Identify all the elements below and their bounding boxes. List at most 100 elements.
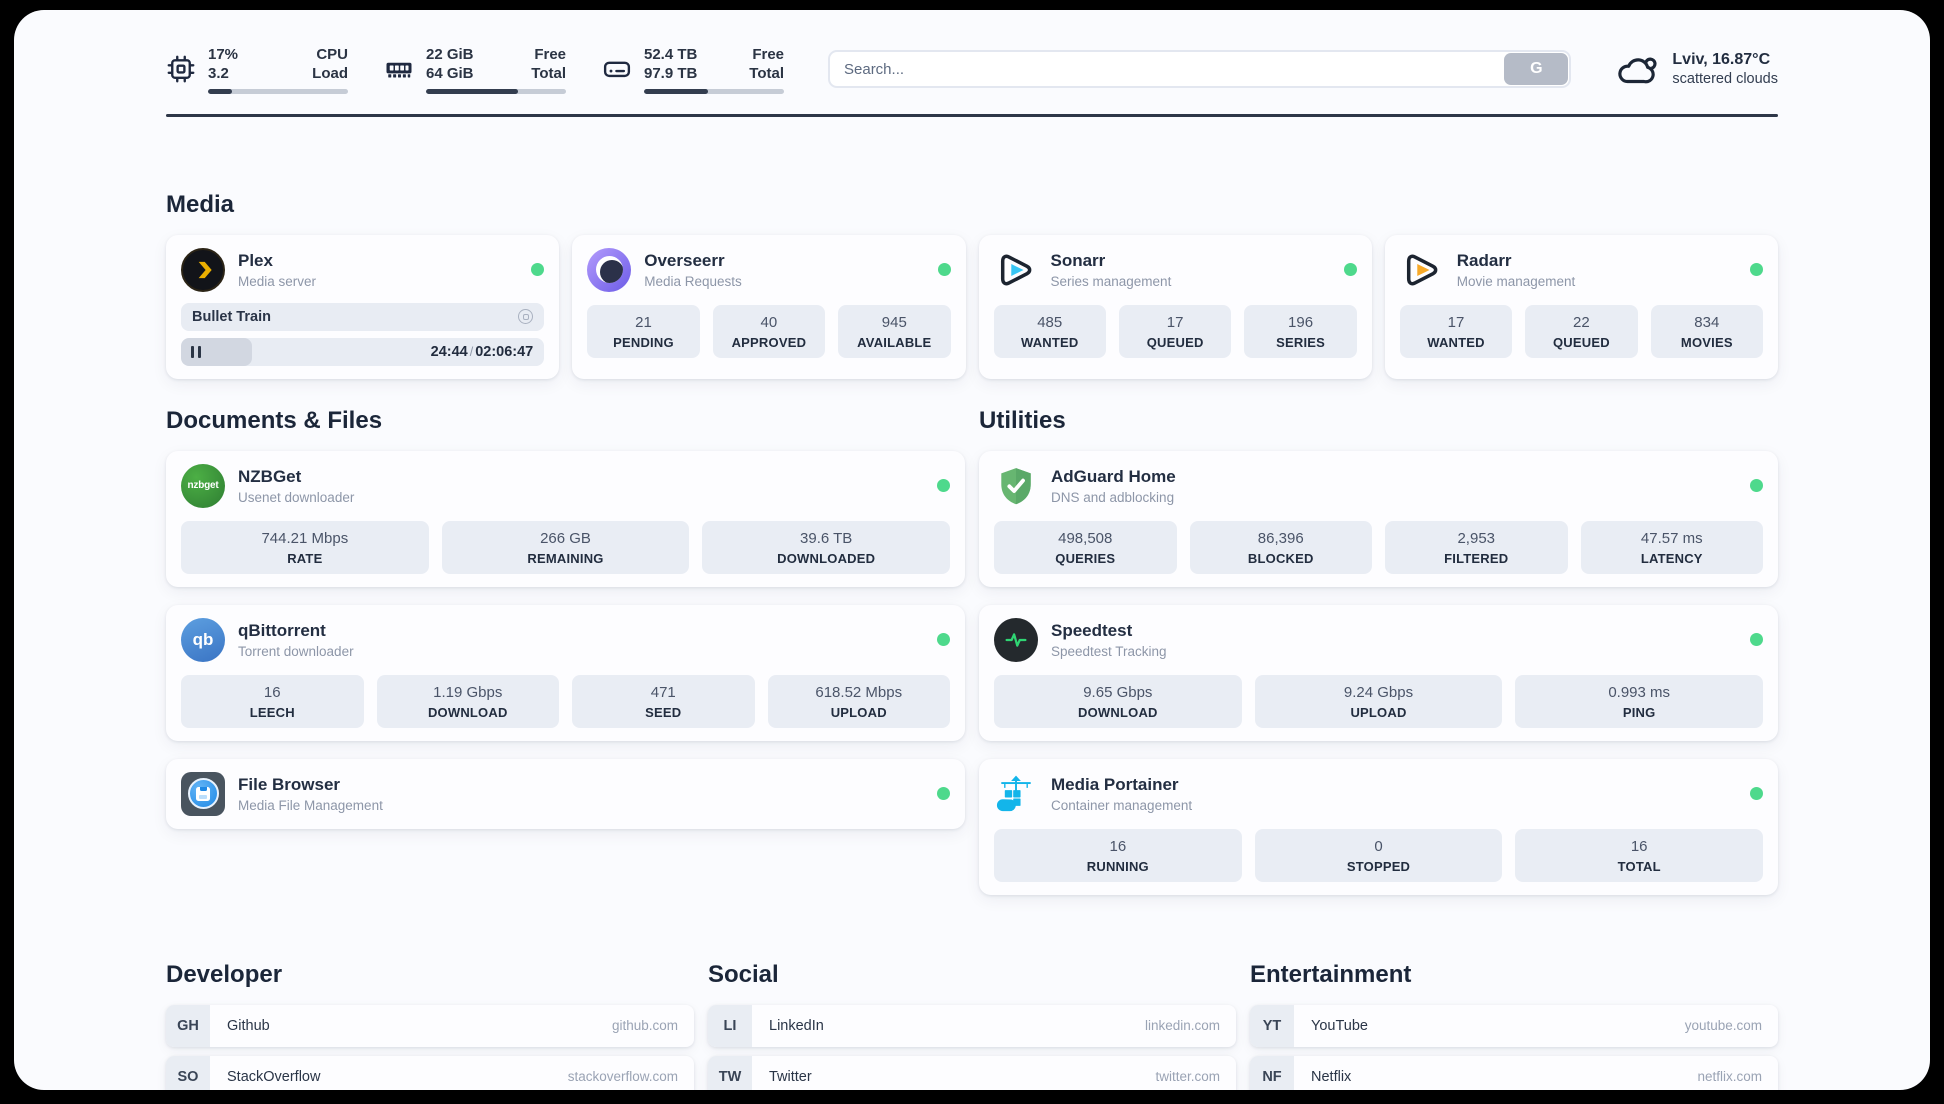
bookmark-url: github.com (611, 1018, 678, 1033)
session-type-icon (518, 309, 534, 324)
status-dot (937, 479, 950, 492)
media-section-heading: Media (166, 190, 235, 218)
weather-widget[interactable]: Lviv, 16.87°C scattered clouds (1615, 49, 1778, 89)
bookmark-abbr: YT (1250, 1004, 1294, 1047)
app-card-adguard[interactable]: AdGuard Home DNS and adblocking 498,508 Q… (979, 450, 1778, 587)
status-dot (937, 787, 950, 800)
stat-running: 16 RUNNING (994, 828, 1242, 882)
stat-total: 16 TOTAL (1515, 828, 1764, 882)
disk-free-label: Free (752, 45, 784, 63)
developer-section-heading: Developer (166, 960, 283, 988)
stat-queries: 498,508 QUERIES (994, 520, 1177, 574)
bookmark-url: linkedin.com (1144, 1018, 1220, 1033)
app-title: Overseerr (644, 250, 725, 270)
stat-latency: 47.57 ms LATENCY (1580, 520, 1763, 574)
app-subtitle: Media File Management (238, 797, 383, 813)
bookmark-abbr: SO (166, 1055, 210, 1090)
now-playing-title: Bullet Train (192, 308, 271, 325)
stat-seed: 471 SEED (572, 674, 755, 728)
app-card-overseerr[interactable]: Overseerr Media Requests 21 PENDING 40 APP… (572, 234, 966, 379)
status-dot (1750, 787, 1763, 800)
stat-wanted: 17 WANTED (1399, 304, 1513, 358)
app-subtitle: DNS and adblocking (1051, 489, 1175, 505)
stat-queued: 22 QUEUED (1525, 304, 1638, 358)
ram-free: 22 GiB (426, 45, 474, 63)
pause-icon (191, 345, 201, 358)
cpu-stat-widget: 17% 3.2 CPU Load (166, 45, 348, 94)
app-title: File Browser (238, 774, 341, 794)
bookmark-github[interactable]: GH Github github.com (166, 1004, 694, 1047)
documents-section-heading: Documents & Files (166, 406, 383, 434)
stat-upload: 9.24 Gbps UPLOAD (1254, 674, 1503, 728)
weather-location-temp: Lviv, 16.87°C (1672, 51, 1771, 68)
bookmark-name: Twitter (769, 1068, 812, 1085)
dashboard-window: 17% 3.2 CPU Load (14, 10, 1930, 1090)
app-subtitle: Media server (238, 273, 317, 289)
bookmark-url: youtube.com (1684, 1018, 1762, 1033)
qbittorrent-icon: qb (181, 617, 225, 662)
app-subtitle: Usenet downloader (238, 489, 355, 505)
bookmark-name: Netflix (1311, 1068, 1352, 1085)
disk-total-label: Total (749, 65, 784, 82)
stat-filtered: 2,953 FILTERED (1385, 520, 1568, 574)
cpu-percent: 17% (208, 45, 239, 63)
app-title: Radarr (1456, 250, 1512, 270)
app-card-radarr[interactable]: Radarr Movie management 17 WANTED 22 QUEUE… (1384, 234, 1778, 379)
bookmark-abbr: NF (1250, 1055, 1294, 1090)
stat-download: 9.65 Gbps DOWNLOAD (994, 674, 1242, 728)
app-title: Speedtest (1051, 620, 1133, 640)
ram-icon (384, 54, 414, 84)
status-dot (1750, 633, 1763, 646)
bookmark-linkedin[interactable]: LI LinkedIn linkedin.com (708, 1004, 1236, 1047)
bookmark-abbr: TW (708, 1055, 752, 1090)
disk-icon (602, 54, 632, 84)
system-stats: 17% 3.2 CPU Load (166, 45, 784, 94)
stat-queued: 17 QUEUED (1118, 304, 1232, 358)
status-dot (1343, 263, 1357, 276)
search-engine-button[interactable]: G (1504, 53, 1569, 85)
bookmark-name: StackOverflow (227, 1068, 321, 1085)
playback-progress-bar[interactable]: 24:44/02:06:47 (181, 337, 545, 366)
header-divider (166, 114, 1778, 117)
app-title: AdGuard Home (1051, 466, 1176, 486)
radarr-icon (1400, 248, 1444, 292)
speedtest-icon (994, 617, 1038, 662)
utilities-section-heading: Utilities (979, 406, 1066, 434)
stat-stopped: 0 STOPPED (1254, 828, 1503, 882)
app-card-portainer[interactable]: Media Portainer Container management 16 R… (979, 758, 1778, 895)
app-subtitle: Container management (1051, 797, 1193, 813)
stat-download: 1.19 Gbps DOWNLOAD (376, 674, 559, 728)
app-card-sonarr[interactable]: Sonarr Series management 485 WANTED 17 QUE… (978, 234, 1372, 379)
disk-stat-widget: 52.4 TB 97.9 TB Free Total (602, 45, 784, 94)
plex-icon (181, 247, 225, 292)
app-card-plex[interactable]: Plex Media server Bullet Train 24:44/02:… (166, 234, 560, 379)
app-card-filebrowser[interactable]: File Browser Media File Management (166, 758, 965, 829)
stat-rate: 744.21 Mbps RATE (181, 520, 429, 574)
ram-total: 64 GiB (426, 65, 474, 82)
stat-blocked: 86,396 BLOCKED (1189, 520, 1372, 574)
now-playing-row[interactable]: Bullet Train (181, 302, 545, 331)
bookmark-youtube[interactable]: YT YouTube youtube.com (1250, 1004, 1778, 1047)
app-subtitle: Series management (1050, 273, 1172, 289)
cloud-icon (1618, 57, 1657, 84)
app-subtitle: Media Requests (644, 273, 742, 289)
overseerr-icon (587, 247, 632, 292)
cpu-label: CPU (316, 45, 348, 63)
search-input[interactable] (828, 50, 1572, 88)
weather-condition: scattered clouds (1672, 71, 1778, 87)
app-card-speedtest[interactable]: Speedtest Speedtest Tracking 9.65 Gbps DO… (979, 604, 1778, 741)
bookmark-stackoverflow[interactable]: SO StackOverflow stackoverflow.com (166, 1055, 694, 1090)
app-subtitle: Speedtest Tracking (1051, 643, 1167, 659)
playback-time: 24:44/02:06:47 (430, 343, 534, 360)
load-label: Load (312, 65, 348, 82)
cpu-load: 3.2 (208, 65, 229, 82)
bookmark-netflix[interactable]: NF Netflix netflix.com (1250, 1055, 1778, 1090)
bookmark-name: Github (227, 1017, 270, 1034)
bookmark-twitter[interactable]: TW Twitter twitter.com (708, 1055, 1236, 1090)
app-card-nzbget[interactable]: nzbget NZBGet Usenet downloader 744.21 M… (166, 450, 965, 587)
stat-ping: 0.993 ms PING (1515, 674, 1764, 728)
app-card-qbittorrent[interactable]: qb qBittorrent Torrent downloader 16 LEEC… (166, 604, 965, 741)
bookmark-url: stackoverflow.com (567, 1069, 678, 1084)
social-section-heading: Social (708, 960, 779, 988)
bookmark-url: netflix.com (1697, 1069, 1762, 1084)
